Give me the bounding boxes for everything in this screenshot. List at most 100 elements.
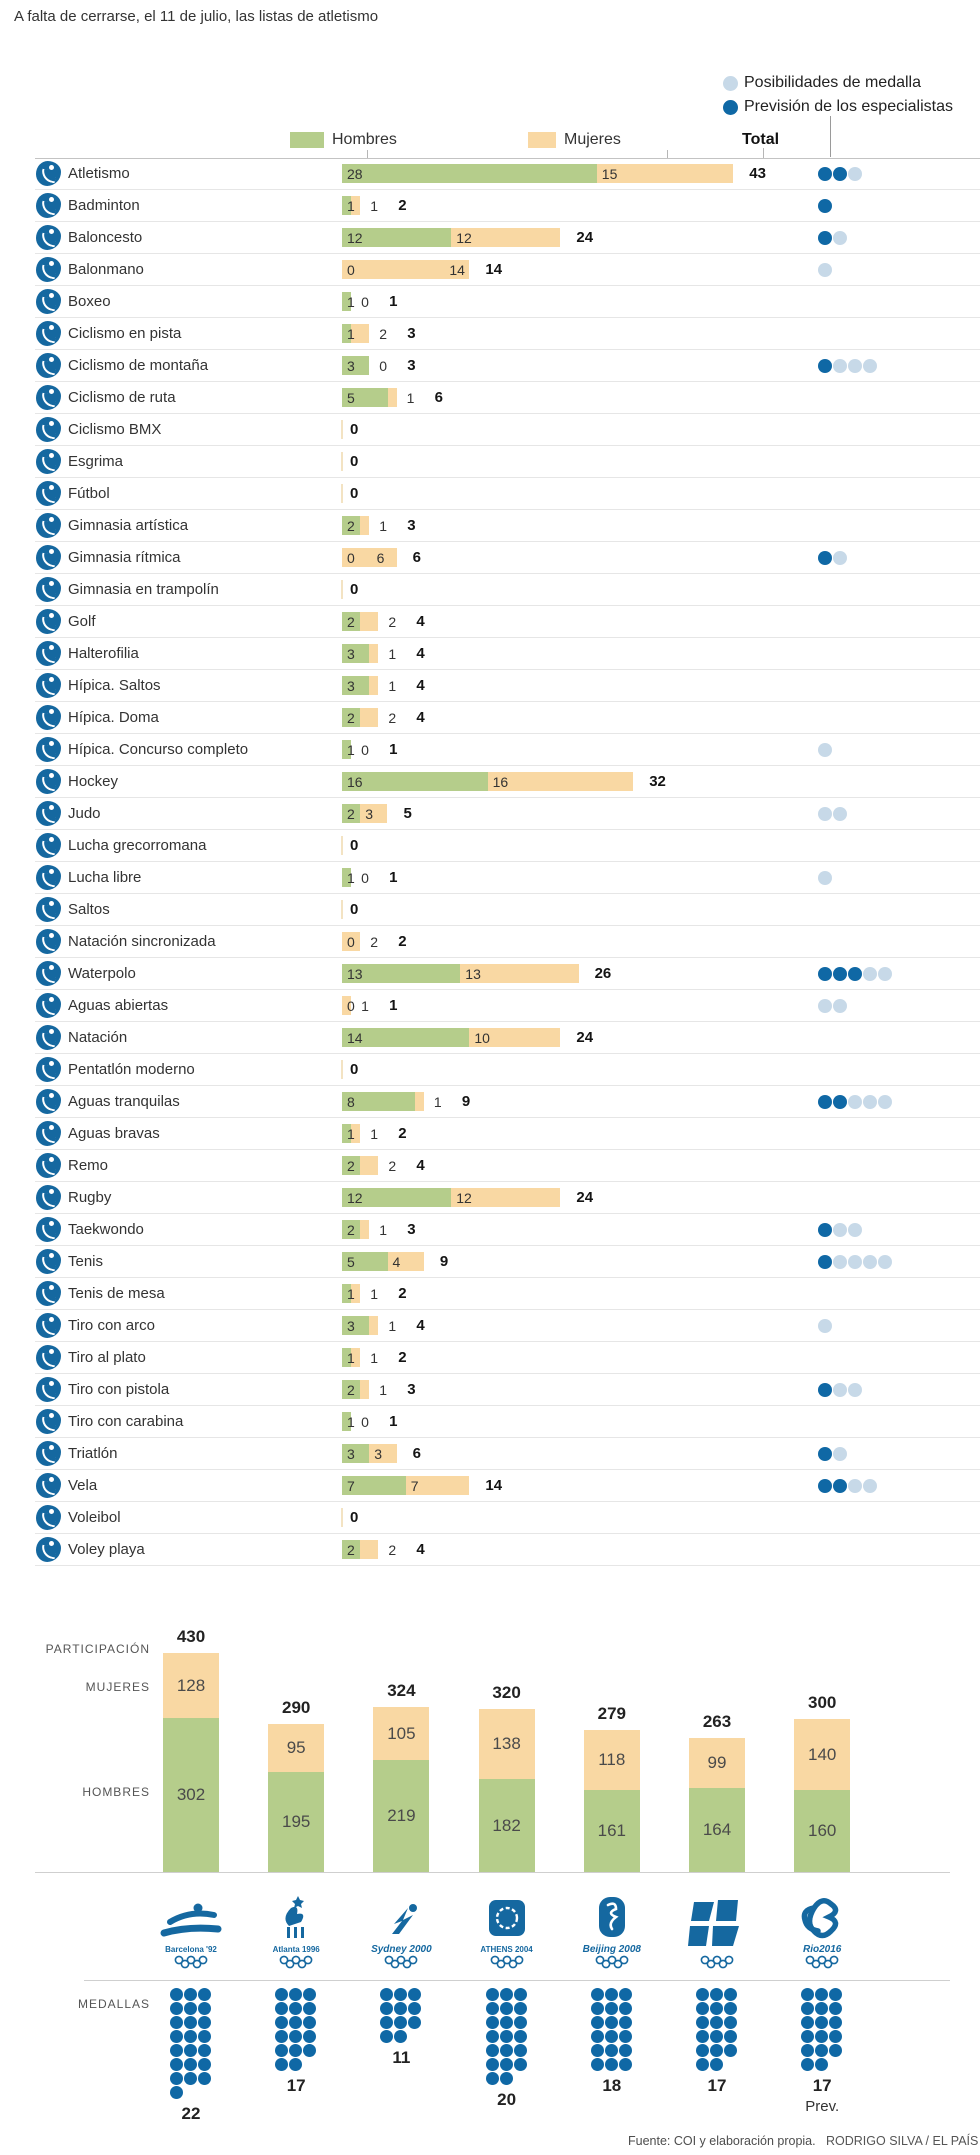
row-separator xyxy=(35,1405,980,1406)
medal-dot-icon xyxy=(275,2058,289,2071)
total-value: 3 xyxy=(407,1221,416,1238)
forecast-dot-icon xyxy=(818,1447,832,1461)
hombres-bar xyxy=(342,228,452,247)
total-value: 4 xyxy=(416,709,425,726)
mujeres-value: 1 xyxy=(370,1350,378,1366)
total-value: 2 xyxy=(398,933,407,950)
table-row: Balonmano 0 14 14 xyxy=(0,254,980,286)
olympic-logo-athens-2004-icon: ATHENS 2004 xyxy=(454,1882,560,1974)
participation-bar: 95 195 xyxy=(268,1724,325,1872)
medal-dot-icon xyxy=(513,2016,527,2029)
hombres-value: 0 xyxy=(347,998,355,1014)
possibility-dot-icon xyxy=(833,999,847,1013)
total-value: 2 xyxy=(398,1125,407,1142)
hombres-bar xyxy=(342,1220,361,1239)
row-separator xyxy=(35,765,980,766)
row-separator xyxy=(35,509,980,510)
table-row: Hípica. Doma 2 2 4 xyxy=(0,702,980,734)
medal-dot-icon xyxy=(499,2030,513,2043)
medals-count: 18 xyxy=(602,2076,622,2095)
hombres-bar xyxy=(342,1476,406,1495)
mujeres-bar xyxy=(360,1380,370,1399)
possibility-dot-icon xyxy=(818,743,832,757)
medal-dot-icon xyxy=(815,2044,829,2057)
forecast-dot-icon xyxy=(818,1255,832,1269)
medals-count: 17 xyxy=(707,2076,727,2095)
mujeres-value: 0 xyxy=(379,358,388,374)
hombres-value: 1 xyxy=(347,1126,355,1142)
participation-total: 320 xyxy=(492,1683,521,1702)
medals-note: Prev. xyxy=(805,2098,840,2115)
row-separator xyxy=(35,1309,980,1310)
hombres-bar xyxy=(342,1124,352,1143)
sport-label: Aguas tranquilas xyxy=(68,1093,180,1110)
sport-label: Atletismo xyxy=(68,165,130,182)
olympic-rings-icon xyxy=(276,1955,316,1974)
hombres-value: 164 xyxy=(702,1820,732,1839)
total-value: 2 xyxy=(398,197,407,214)
olympic-rings-icon xyxy=(802,1955,842,1974)
hombres-value: 13 xyxy=(347,966,363,982)
medal-dot-icon xyxy=(499,2072,513,2085)
mujeres-value: 3 xyxy=(365,806,373,822)
medal-dot-icon xyxy=(618,2030,632,2043)
mujeres-value: 2 xyxy=(388,710,397,726)
hombres-value: 2 xyxy=(347,1382,355,1398)
mujeres-value: 2 xyxy=(388,614,397,630)
forecast-dot-icon xyxy=(833,1095,847,1109)
mujeres-bar xyxy=(369,1316,379,1335)
table-row: Boxeo 1 0 1 xyxy=(0,286,980,318)
triatl-n-icon xyxy=(36,1441,61,1466)
medal-dot-icon xyxy=(289,1988,303,2001)
row-separator xyxy=(35,637,980,638)
sport-label: Voleibol xyxy=(68,1509,121,1526)
tiro-con-pistola-icon xyxy=(36,1377,61,1402)
sport-label: Tenis xyxy=(68,1253,104,1270)
mujeres-value: 0 xyxy=(361,870,369,886)
medal-dot-icon xyxy=(829,2044,843,2057)
mujeres-bar xyxy=(387,1252,424,1271)
hombres-value: 3 xyxy=(347,646,355,662)
medal-dot-icon xyxy=(696,2044,709,2057)
table-row: Tiro con arco 3 1 4 xyxy=(0,1310,980,1342)
table-row: Gimnasia rítmica 0 6 6 xyxy=(0,542,980,574)
hombres-bar xyxy=(342,356,370,375)
sport-label: Taekwondo xyxy=(68,1221,144,1238)
hombres-bar xyxy=(342,196,352,215)
mujeres-bar xyxy=(414,1092,424,1111)
row-separator xyxy=(35,797,980,798)
total-value: 0 xyxy=(350,901,359,918)
sport-label: Gimnasia artística xyxy=(68,517,189,534)
medal-dot-icon xyxy=(289,2030,303,2043)
medal-dot-icon xyxy=(170,2030,183,2043)
row-separator xyxy=(35,1021,980,1022)
hombres-bar xyxy=(342,676,370,695)
medal-dot-icon xyxy=(710,1988,723,2001)
gimnasia-en-trampol-n-icon xyxy=(36,577,61,602)
hombres-segment xyxy=(478,1779,535,1872)
medal-possibility-dot-icon xyxy=(723,76,738,91)
medal-dot-icon xyxy=(618,2044,632,2057)
total-value: 1 xyxy=(389,741,398,758)
participation-bar: 118 161 xyxy=(583,1730,640,1872)
medal-dot-icon xyxy=(198,2002,211,2015)
total-value: 0 xyxy=(350,837,359,854)
waterpolo-icon xyxy=(36,961,61,986)
table-row: Tenis 5 4 9 xyxy=(0,1246,980,1278)
medal-dot-icon xyxy=(604,2016,618,2029)
lucha-libre-icon xyxy=(36,865,61,890)
sport-label: Lucha grecorromana xyxy=(68,837,207,854)
mujeres-value: 12 xyxy=(456,230,472,246)
remo-icon xyxy=(36,1153,61,1178)
medal-dot-icon xyxy=(408,1988,422,2001)
row-separator xyxy=(35,925,980,926)
sport-label: Baloncesto xyxy=(68,229,143,246)
hombres-bar xyxy=(342,516,361,535)
medal-dot-icon xyxy=(829,2030,843,2043)
medal-dot-icon xyxy=(829,2016,843,2029)
mujeres-value: 2 xyxy=(370,934,378,950)
medals-column: 17 xyxy=(243,1988,349,2096)
sport-label: Tiro con pistola xyxy=(68,1381,170,1398)
mujeres-bar xyxy=(360,1540,379,1559)
